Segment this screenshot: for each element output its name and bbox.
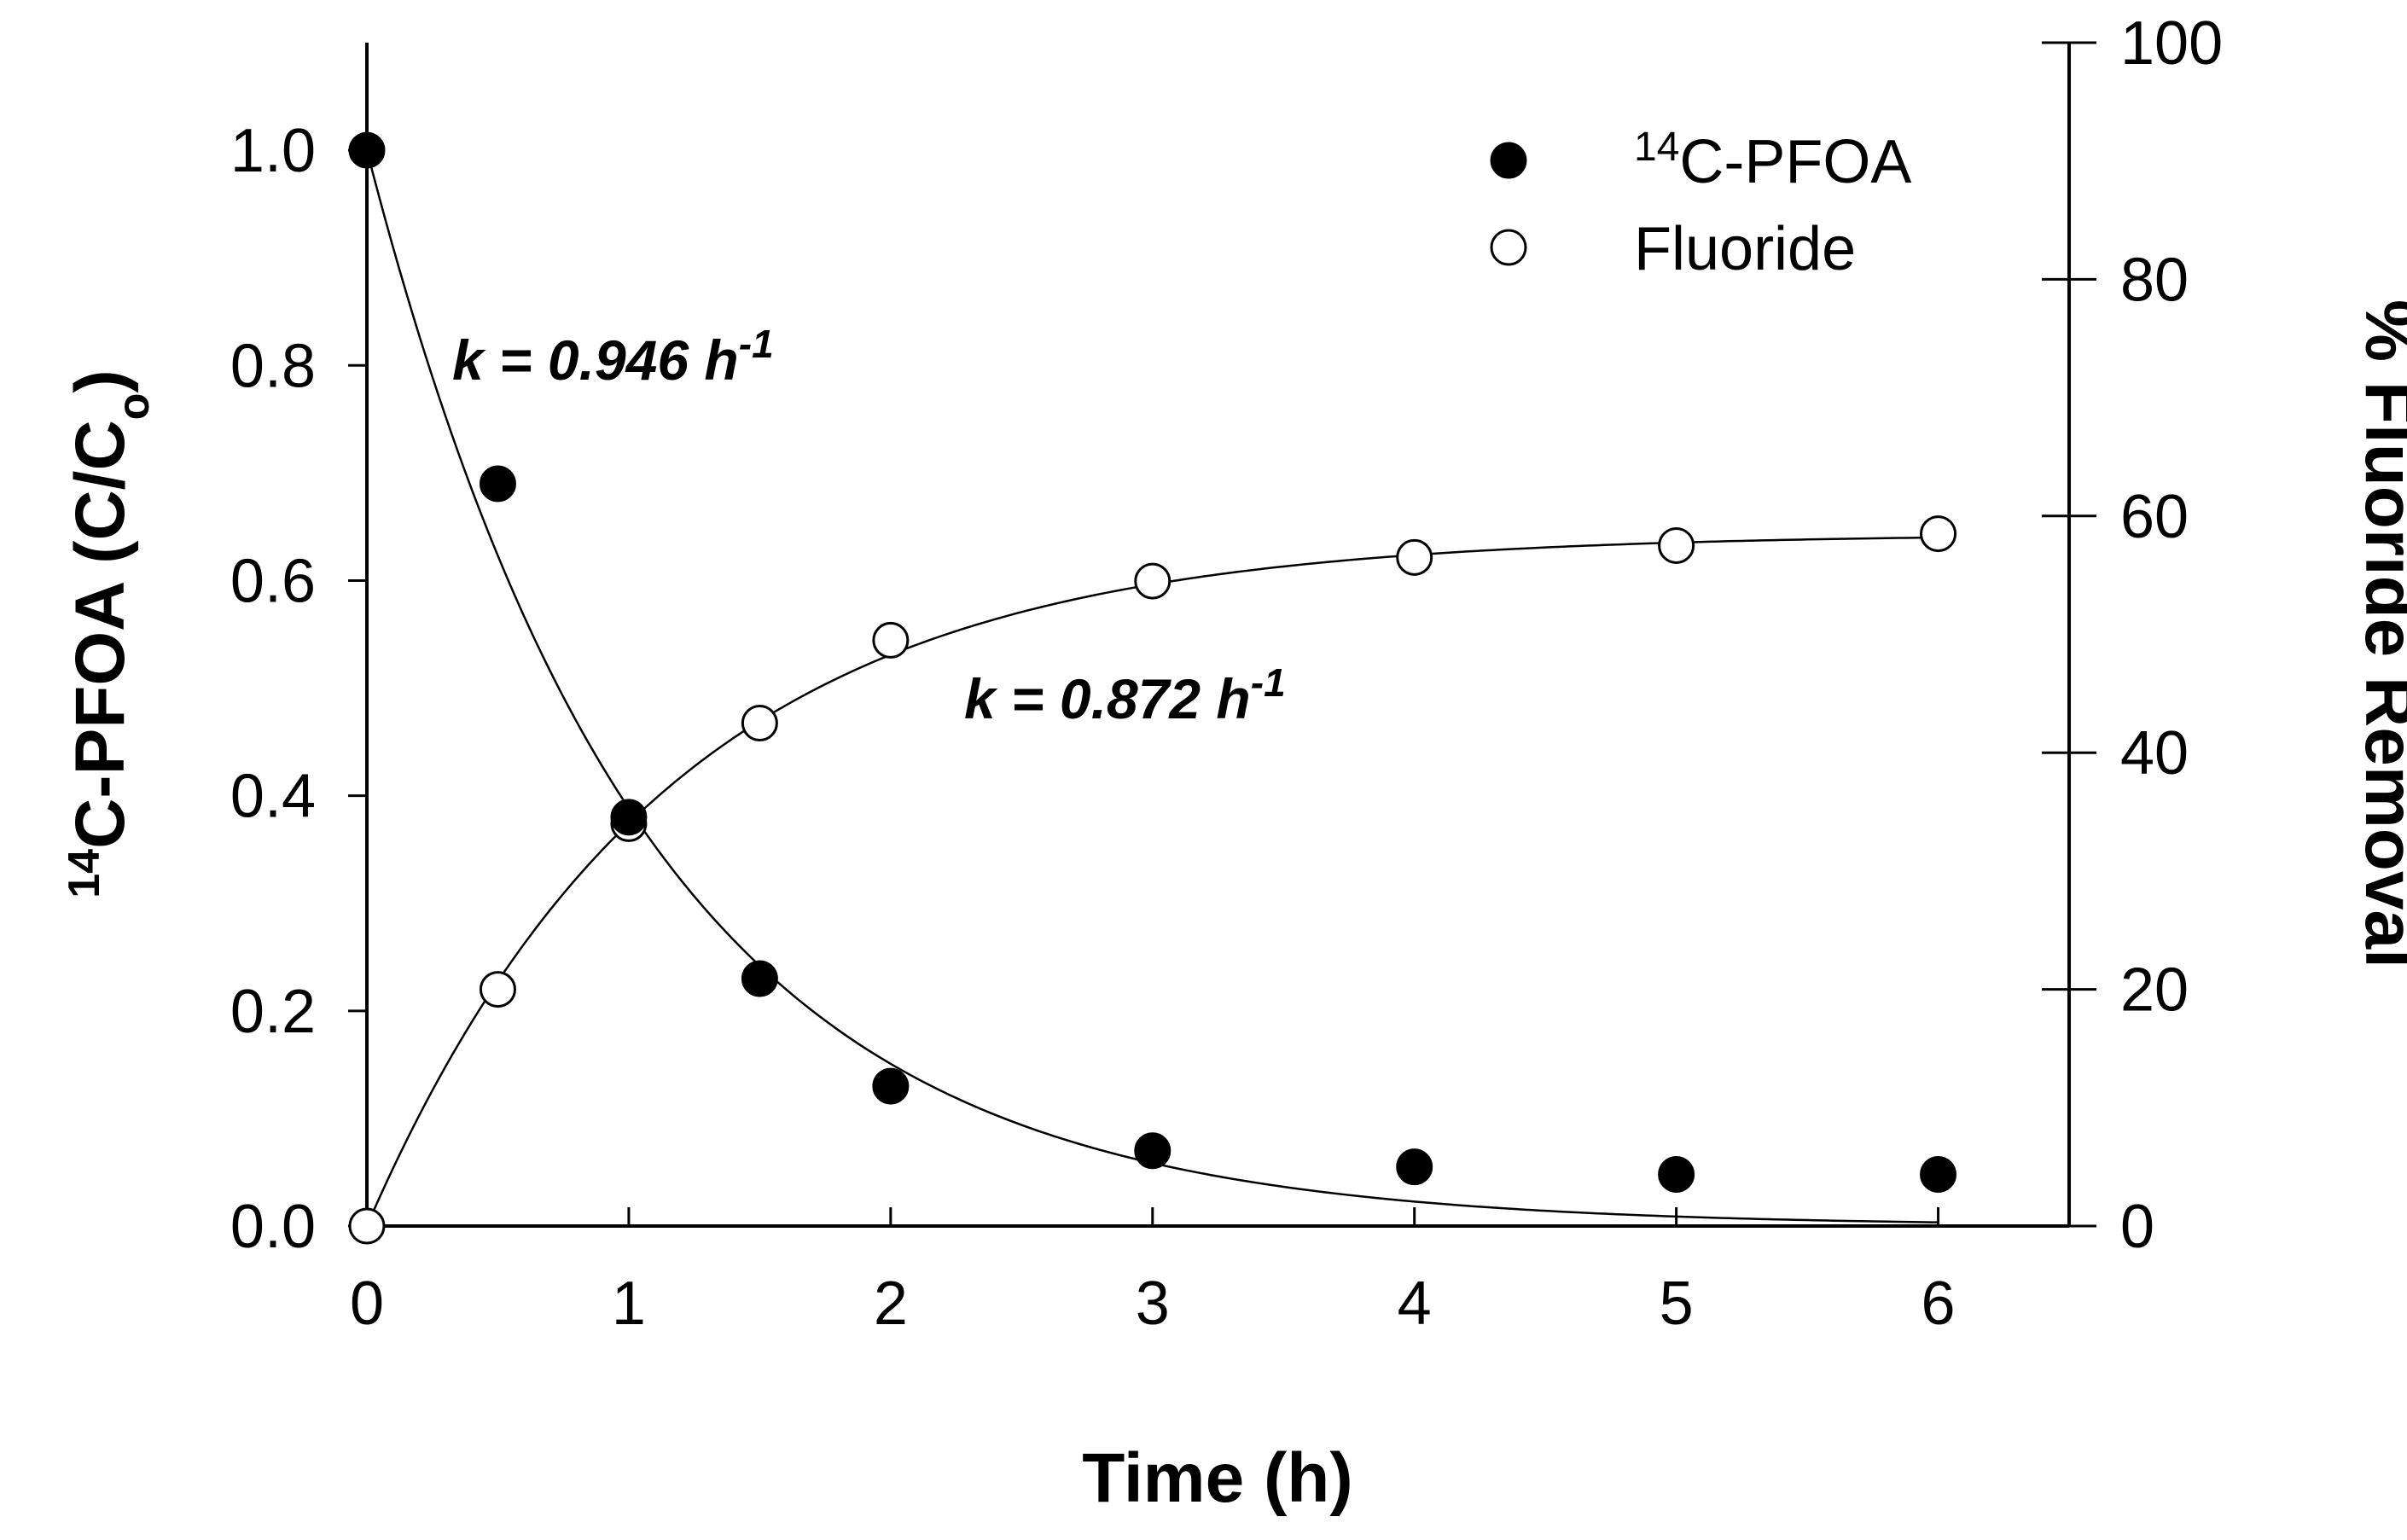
left-y-tick-label-0.2: 0.2 bbox=[230, 978, 316, 1046]
fluoride-point-0 bbox=[348, 1207, 386, 1245]
right-y-tick-label-40: 40 bbox=[2120, 719, 2189, 787]
right-y-tick-label-0: 0 bbox=[2120, 1193, 2154, 1261]
x-tick-label-2: 2 bbox=[874, 1270, 908, 1338]
fluoride-rate-annotation: k = 0.872 h-1 bbox=[964, 660, 1286, 730]
left-y-tick-label-0.6: 0.6 bbox=[230, 547, 316, 615]
fluoride-point-6 bbox=[1396, 538, 1433, 576]
ticks-layer: 0 1 2 3 4 5 6 0.0 0.2 0.4 0.6 0.8 1.0 0 20 40 60 80 100 bbox=[230, 9, 2223, 1338]
pfoa-point-6 bbox=[1396, 1148, 1433, 1186]
fluoride-rate-sup: -1 bbox=[1251, 660, 1286, 705]
x-tick-label-3: 3 bbox=[1136, 1270, 1170, 1338]
right-axis-title: % Fluoride Removal bbox=[2351, 299, 2407, 968]
x-tick-label-1: 1 bbox=[612, 1270, 646, 1338]
left-y-tick-label-0.4: 0.4 bbox=[230, 763, 316, 831]
right-y-tick-label-20: 20 bbox=[2120, 956, 2189, 1025]
legend-pfoa-label: 14C-PFOA bbox=[1634, 125, 1911, 197]
left-axis-title-main: C-PFOA (C/C bbox=[61, 420, 139, 849]
legend-pfoa-name: C-PFOA bbox=[1679, 128, 1911, 196]
pfoa-point-7 bbox=[1658, 1155, 1695, 1193]
x-axis-title: Time (h) bbox=[1082, 1439, 1352, 1517]
legend-pfoa-marker bbox=[1490, 142, 1527, 179]
left-y-tick-label-1.0: 1.0 bbox=[230, 117, 316, 185]
fluoride-rate-label: k = 0.872 h bbox=[964, 667, 1251, 730]
legend: 14C-PFOA Fluoride bbox=[1490, 125, 1911, 283]
x-tick-label-5: 5 bbox=[1660, 1270, 1694, 1338]
data-points bbox=[348, 131, 1957, 1245]
x-tick-label-0: 0 bbox=[350, 1270, 384, 1338]
pfoa-rate-annotation: k = 0.946 h-1 bbox=[452, 322, 774, 392]
x-tick-label-6: 6 bbox=[1922, 1270, 1956, 1338]
right-y-tick-label-100: 100 bbox=[2120, 9, 2223, 78]
pfoa-point-2 bbox=[610, 799, 648, 836]
legend-fluoride-label: Fluoride bbox=[1634, 215, 1856, 283]
fluoride-point-3 bbox=[741, 705, 778, 742]
fluoride-point-7 bbox=[1658, 526, 1695, 564]
left-axis-title-sup: 14 bbox=[60, 849, 109, 898]
fluoride-point-5 bbox=[1134, 562, 1172, 600]
right-y-tick-label-80: 80 bbox=[2120, 246, 2189, 314]
left-axis-title-sub: o bbox=[109, 393, 159, 421]
legend-pfoa-sup: 14 bbox=[1634, 125, 1679, 170]
pfoa-point-5 bbox=[1134, 1132, 1172, 1170]
left-axis-title: 14C-PFOA (C/Co) bbox=[60, 369, 159, 898]
legend-fluoride-marker bbox=[1490, 229, 1527, 266]
fit-curve-fluoride bbox=[365, 536, 1939, 1227]
fluoride-point-4 bbox=[872, 621, 910, 659]
pfoa-point-8 bbox=[1920, 1155, 1957, 1193]
x-tick-label-4: 4 bbox=[1398, 1270, 1432, 1338]
pfoa-point-4 bbox=[872, 1067, 910, 1105]
pfoa-point-1 bbox=[479, 465, 516, 503]
pfoa-point-0 bbox=[348, 131, 386, 169]
left-y-tick-label-0.0: 0.0 bbox=[230, 1193, 316, 1261]
pfoa-point-3 bbox=[741, 960, 778, 997]
pfoa-rate-sup: -1 bbox=[739, 322, 774, 366]
fluoride-point-8 bbox=[1920, 515, 1957, 553]
left-axis-title-end: ) bbox=[61, 369, 139, 392]
right-y-tick-label-60: 60 bbox=[2120, 483, 2189, 551]
left-y-tick-label-0.8: 0.8 bbox=[230, 332, 316, 400]
pfoa-rate-label: k = 0.946 h bbox=[452, 328, 739, 392]
fluoride-point-1 bbox=[479, 971, 516, 1008]
